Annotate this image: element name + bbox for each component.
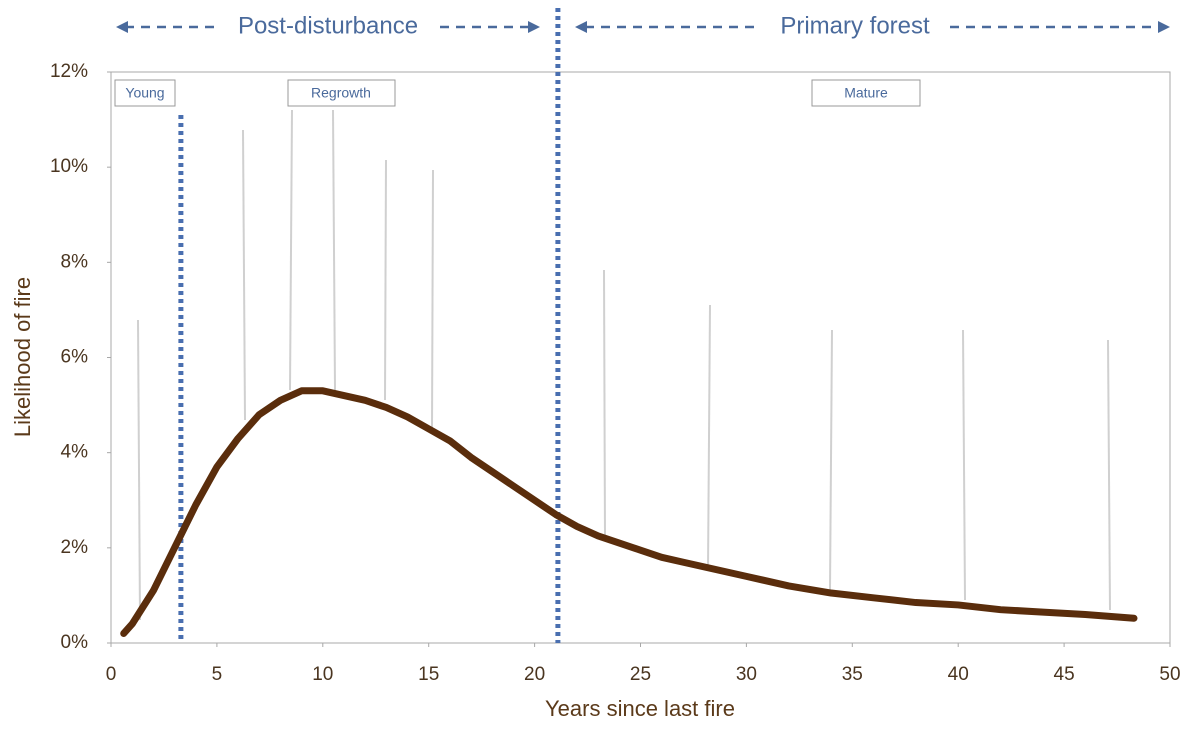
x-tick-label: 20	[524, 664, 545, 685]
x-tick-label: 35	[842, 664, 863, 685]
period-label: Post-disturbance	[238, 12, 418, 39]
x-tick-label: 40	[948, 664, 969, 685]
page: Post-disturbance Primary forest Young Re…	[0, 0, 1192, 729]
stage-label: Mature	[844, 85, 888, 101]
x-tick-label: 50	[1159, 664, 1180, 685]
y-tick-label: 12%	[50, 61, 88, 82]
period-label: Primary forest	[780, 12, 930, 39]
y-tick-label: 10%	[50, 156, 88, 177]
x-tick-label: 45	[1054, 664, 1075, 685]
y-tick-label: 2%	[61, 537, 89, 558]
y-tick-label: 4%	[61, 442, 89, 463]
x-tick-label: 0	[106, 664, 117, 685]
y-tick-label: 0%	[61, 632, 89, 653]
y-tick-label: 6%	[61, 347, 89, 368]
y-axis-title: Likelihood of fire	[10, 277, 35, 437]
stage-label: Young	[125, 85, 164, 101]
x-tick-label: 15	[418, 664, 439, 685]
x-tick-label: 30	[736, 664, 757, 685]
y-tick-label: 8%	[61, 251, 89, 272]
x-tick-label: 5	[212, 664, 223, 685]
chart: Post-disturbance Primary forest Young Re…	[0, 0, 1192, 724]
stage-label: Regrowth	[311, 85, 371, 101]
x-axis-title: Years since last fire	[545, 696, 735, 721]
x-tick-label: 10	[312, 664, 333, 685]
plot-area	[111, 72, 1170, 643]
x-tick-label: 25	[630, 664, 651, 685]
